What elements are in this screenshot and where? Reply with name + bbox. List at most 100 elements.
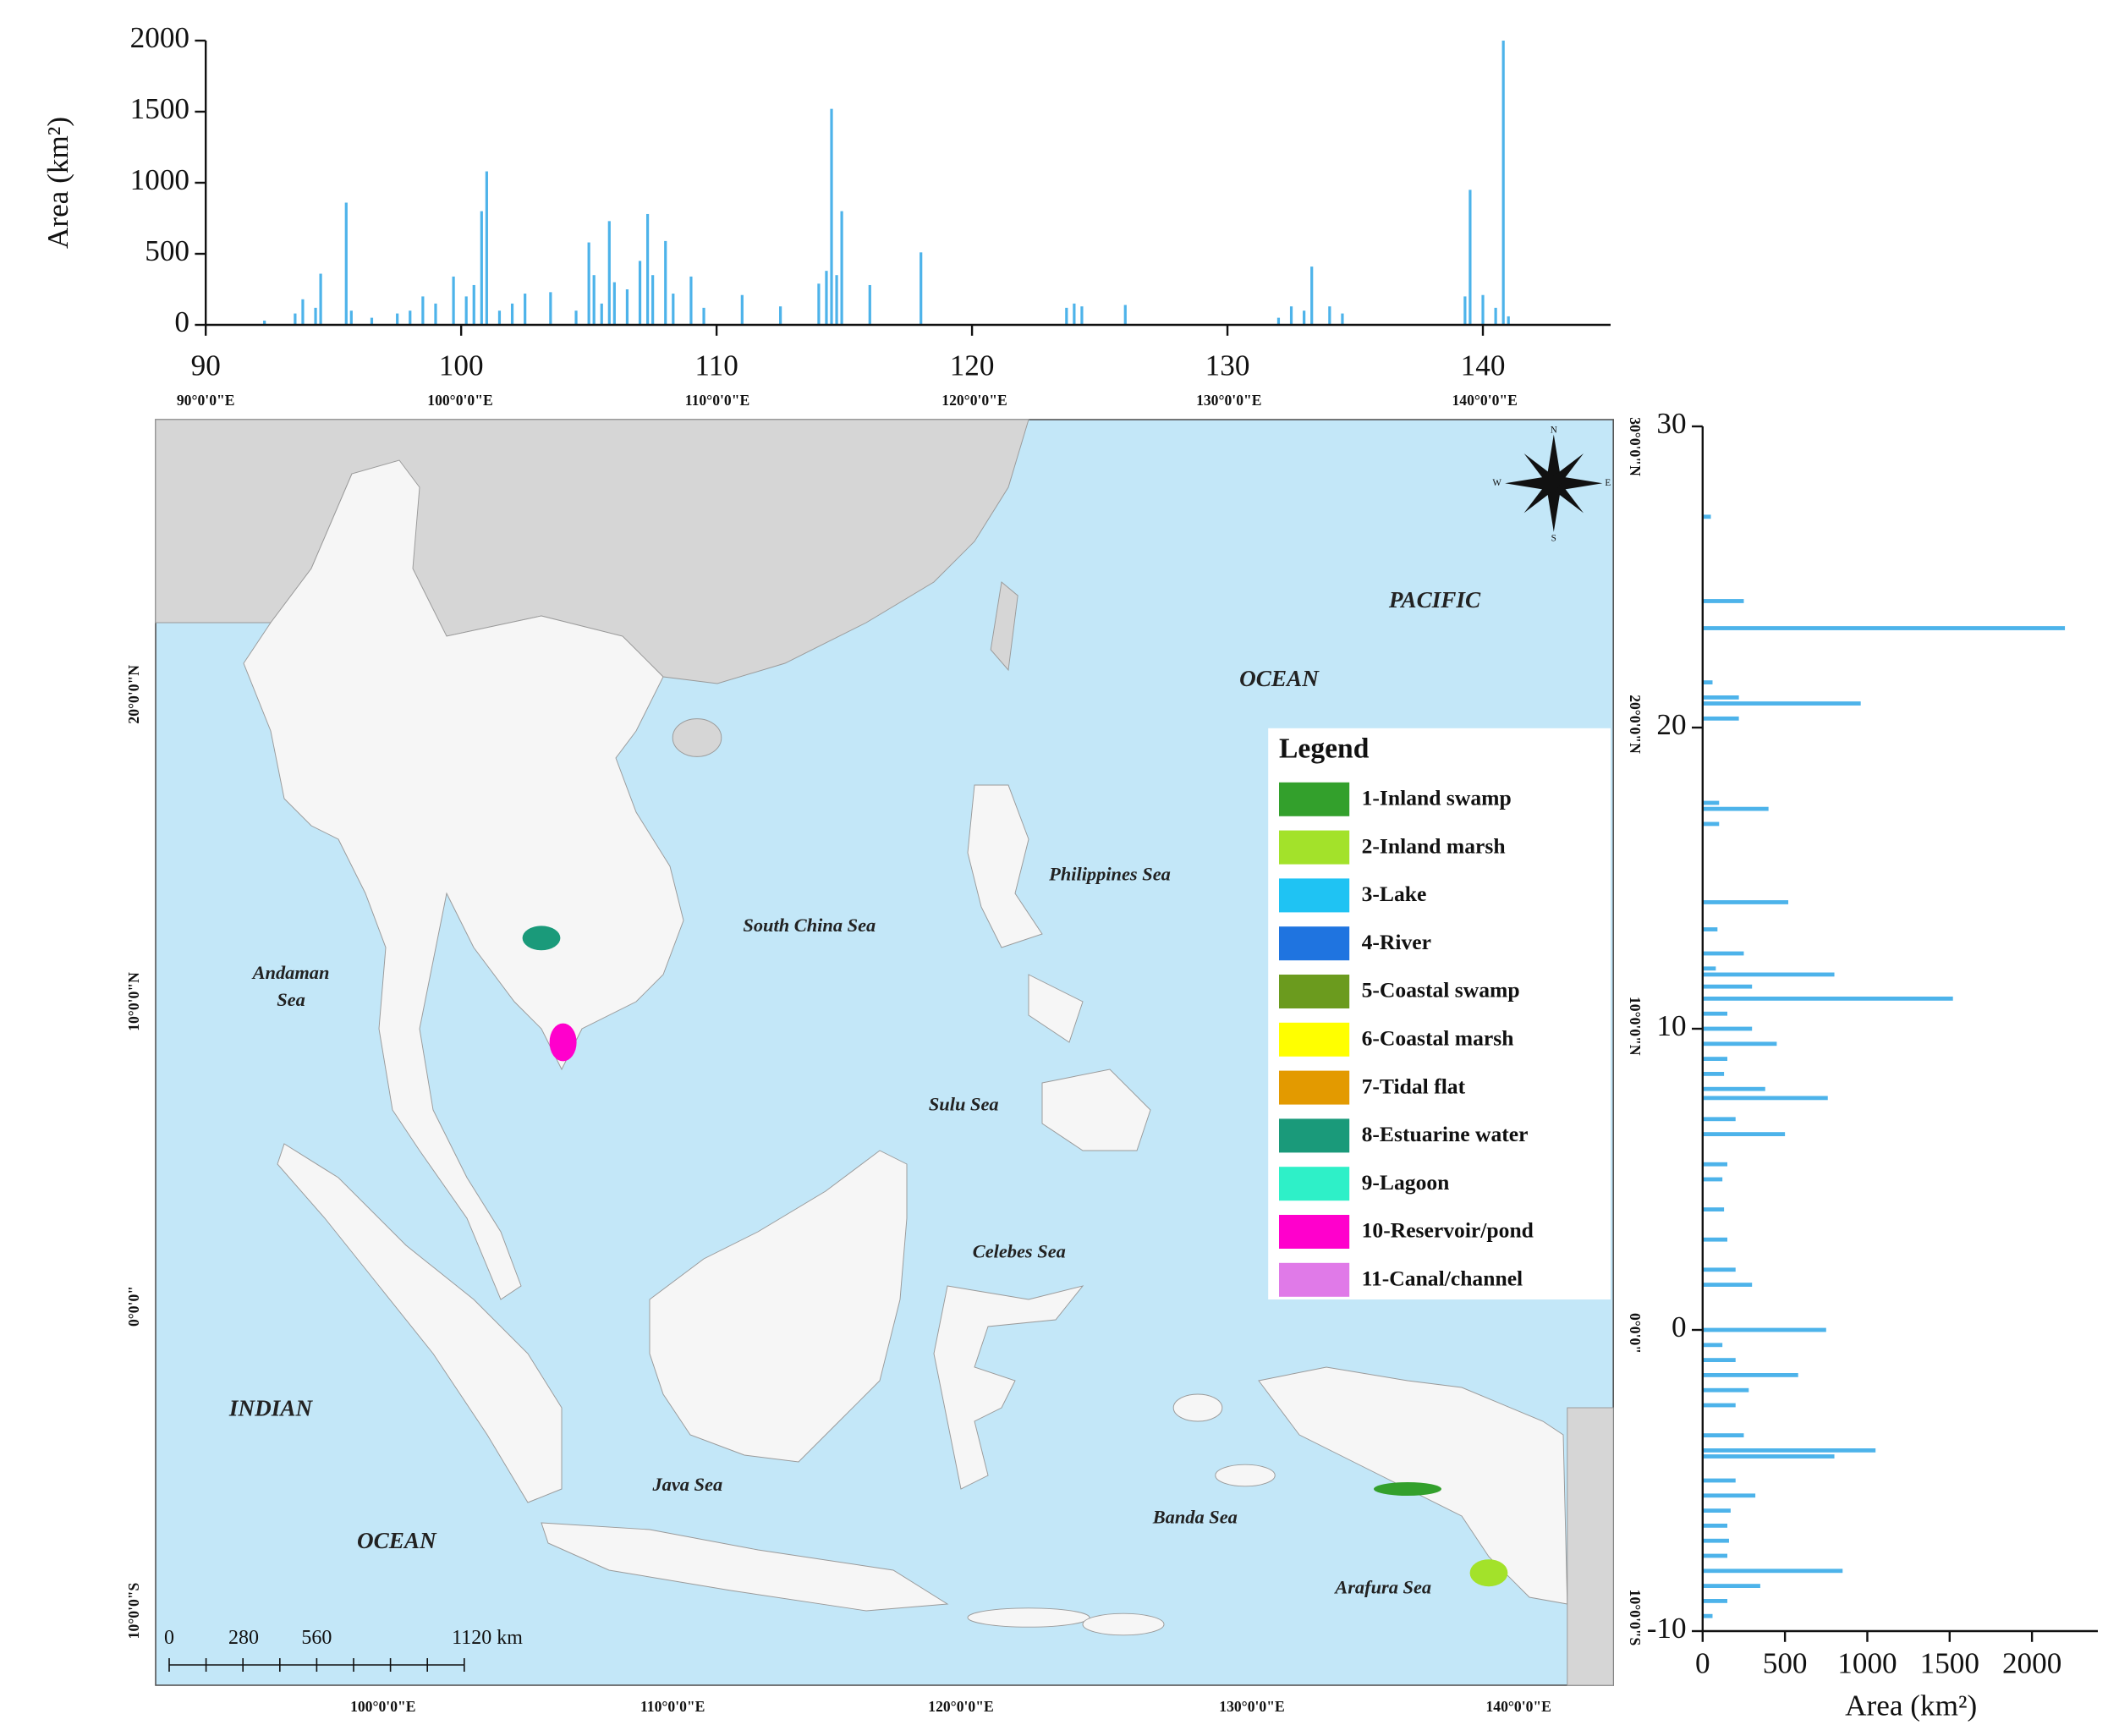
bar [1702, 1132, 1786, 1136]
bar [830, 108, 833, 325]
bar [263, 320, 266, 325]
bar [1702, 1026, 1753, 1031]
scale-label: 280 [228, 1627, 259, 1649]
graticule-label: 90°0'0"E [177, 392, 235, 409]
legend-swatch [1279, 1167, 1350, 1201]
graticule-label: 30°0'0"N [1627, 417, 1644, 476]
y-tick-label: 30 [1656, 407, 1686, 440]
legend-swatch [1279, 1118, 1350, 1153]
bar [1702, 1553, 1727, 1558]
place-label: INDIAN [228, 1395, 314, 1420]
x-tick-label: 500 [1763, 1647, 1808, 1680]
legend-label: 4-River [1362, 930, 1431, 954]
bar [1073, 303, 1076, 325]
bar [1702, 1493, 1756, 1498]
island [1172, 1393, 1223, 1422]
place-label: Philippines Sea [1048, 863, 1171, 884]
bar [452, 276, 455, 325]
legend-label: 3-Lake [1362, 882, 1427, 906]
x-tick-label: 110 [694, 349, 738, 382]
bar [825, 271, 828, 325]
tonle-sap [522, 926, 561, 951]
bar [349, 310, 353, 325]
place-label: Sea [277, 989, 305, 1010]
graticule-label: 130°0'0"E [1219, 1698, 1284, 1715]
x-tick-label: 100 [439, 349, 484, 382]
bar [1501, 41, 1505, 325]
legend-swatch [1279, 878, 1350, 913]
bar [1341, 313, 1344, 325]
graticule-label: 110°0'0"E [685, 392, 749, 409]
bar [549, 292, 552, 325]
bar [301, 299, 305, 325]
bar [645, 213, 650, 325]
place-label: Andaman [251, 962, 330, 983]
legend-label: 5-Coastal swamp [1362, 978, 1520, 1003]
bar [1702, 1387, 1749, 1393]
bar [1507, 316, 1510, 325]
bar [1702, 599, 1744, 603]
legend-swatch [1279, 1262, 1350, 1297]
compass [1505, 434, 1603, 532]
bar [587, 242, 590, 325]
bar [421, 296, 425, 325]
mainland-southeast-asia [243, 459, 684, 1300]
y-tick-label: 10 [1656, 1009, 1686, 1042]
graticule-label: 0°0'0" [1627, 1313, 1644, 1354]
legend-swatch [1279, 1215, 1350, 1249]
bar [464, 296, 468, 325]
bar [1289, 306, 1293, 325]
bar [702, 307, 705, 325]
bar [1702, 716, 1739, 721]
bar [1702, 1011, 1727, 1016]
x-tick-label: 1500 [1920, 1647, 1979, 1680]
bar [1702, 1538, 1729, 1543]
graticule-label: 110°0'0"E [640, 1698, 705, 1715]
bar [1702, 1283, 1753, 1287]
y-tick-label: 20 [1656, 708, 1686, 741]
bar [510, 303, 514, 325]
place-label: Java Sea [651, 1474, 722, 1495]
bar [409, 310, 412, 325]
scale-label: 0 [164, 1627, 174, 1649]
bar [1494, 307, 1497, 325]
island [967, 1607, 1090, 1628]
mindanao [1041, 1069, 1151, 1151]
bar [1328, 306, 1331, 325]
bar [1276, 317, 1281, 325]
legend-label: 11-Canal/channel [1362, 1266, 1523, 1290]
bar [1702, 1072, 1725, 1076]
bar [689, 276, 693, 325]
bar [1702, 695, 1739, 700]
bar [434, 303, 437, 325]
bar [1702, 701, 1861, 706]
bar [1702, 1568, 1843, 1574]
bar [1702, 1343, 1723, 1348]
bar [1702, 1237, 1727, 1242]
graticule-label: 20°0'0"N [125, 665, 142, 724]
bar [740, 294, 744, 325]
mekong-delta [549, 1023, 577, 1062]
bar [1702, 1057, 1727, 1061]
bar [817, 283, 821, 325]
bar [1702, 1117, 1736, 1122]
bar [1123, 305, 1127, 325]
bar [1702, 1327, 1826, 1332]
bar [1080, 306, 1084, 325]
bar [1303, 310, 1306, 325]
bar [480, 211, 483, 325]
sulawesi [933, 1285, 1084, 1490]
place-label: Banda Sea [1152, 1506, 1238, 1527]
graticule-label: 10°0'0"S [125, 1582, 142, 1639]
bar [1702, 1041, 1777, 1047]
y-tick-label: 500 [145, 234, 189, 267]
bar [1702, 972, 1835, 977]
island [1215, 1464, 1276, 1487]
y-tick-label: 2000 [130, 21, 189, 54]
bar [472, 284, 475, 325]
place-label: Sulu Sea [929, 1093, 999, 1114]
legend-label: 1-Inland swamp [1362, 785, 1512, 810]
bar [1702, 1207, 1725, 1211]
bar [592, 275, 596, 325]
bar [1702, 626, 2066, 630]
